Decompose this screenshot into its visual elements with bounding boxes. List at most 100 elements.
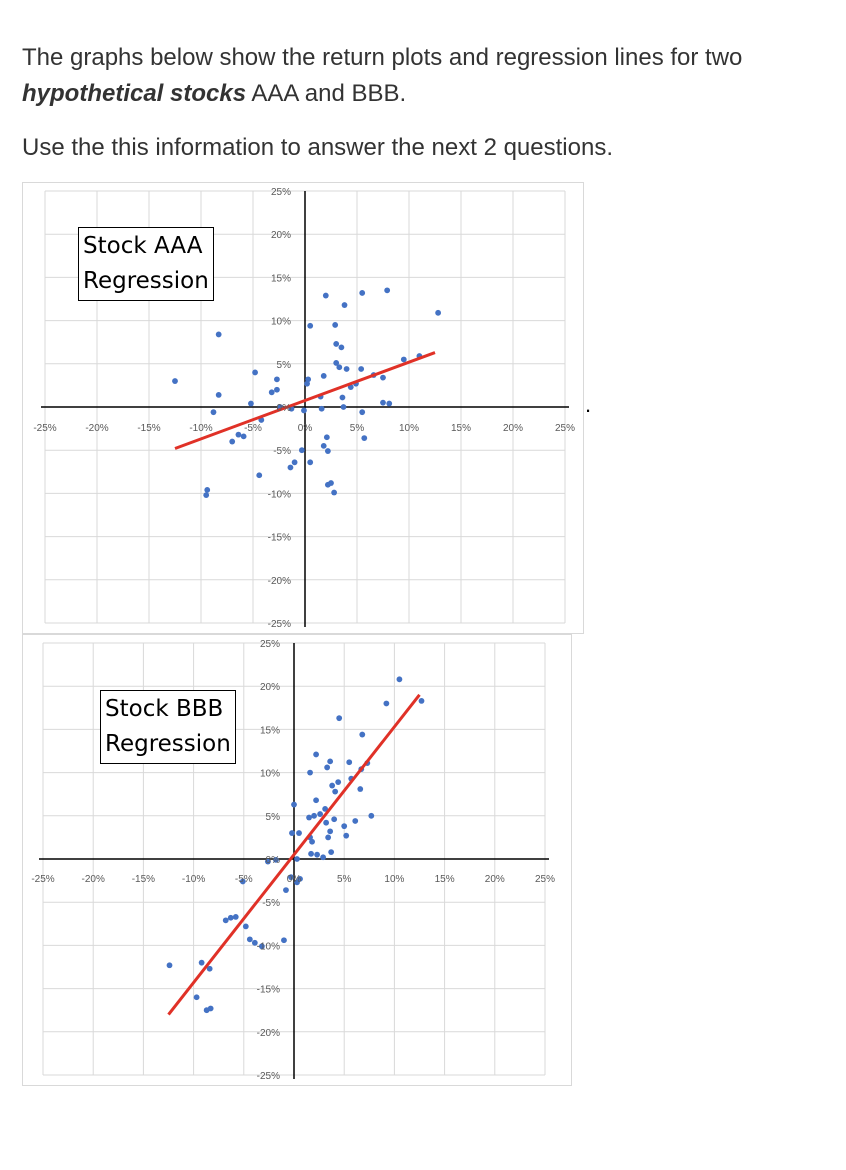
aaa-data-point	[338, 344, 345, 351]
aaa-data-point	[331, 489, 338, 496]
bbb-data-point	[306, 814, 312, 821]
aaa-data-point	[291, 459, 298, 466]
bbb-x-tick-label: 15%	[435, 874, 455, 885]
bbb-data-point	[368, 812, 375, 819]
bbb-data-point	[341, 823, 348, 830]
aaa-x-tick-label: 10%	[399, 423, 419, 434]
bbb-data-point	[357, 786, 364, 792]
stock-aaa-plot: -25% -20% -15% -10% -5% 0% 5% 10% 15% 20% 25% 25% 20…	[33, 187, 575, 630]
aaa-data-point	[215, 331, 222, 338]
bbb-data-point	[418, 697, 425, 704]
aaa-x-tick-label: 5%	[350, 423, 365, 434]
aaa-y-tick-label: -25%	[268, 619, 291, 630]
stock-bbb-plot: -25% -20% -15% -10% -5% 0% 5% 10% 15% 20% 25% 25% 20…	[31, 639, 555, 1082]
aaa-regression-line	[174, 351, 436, 450]
aaa-data-point	[252, 369, 258, 376]
bbb-data-point	[325, 834, 332, 841]
bbb-x-tick-label: 10%	[384, 874, 404, 885]
aaa-data-point	[203, 492, 210, 499]
bbb-y-tick-label: 20%	[260, 682, 280, 693]
bbb-x-tick-label: 0%	[287, 874, 302, 885]
bbb-y-tick-label: 10%	[260, 769, 280, 780]
bbb-data-point	[308, 850, 314, 857]
intro-line-2: Use the this information to answer the n…	[22, 134, 613, 161]
aaa-data-point	[336, 364, 343, 371]
aaa-y-tick-label: -10%	[268, 489, 291, 500]
bbb-y-tick-label: -5%	[262, 898, 280, 909]
bbb-x-tick-label: 20%	[485, 874, 505, 885]
bbb-data-point	[227, 914, 234, 921]
intro-text: The graphs below show the return plots a…	[22, 40, 822, 166]
aaa-x-tick-label: -25%	[33, 423, 56, 434]
aaa-data-point	[435, 309, 442, 316]
aaa-x-tick-label: -15%	[137, 423, 160, 434]
bbb-data-point	[317, 811, 324, 817]
aaa-data-point	[229, 438, 236, 445]
stock-aaa-chart-title: Stock AAA Regression	[78, 227, 214, 301]
aaa-points	[172, 287, 442, 499]
intro-line-1: The graphs below show the return plots a…	[22, 40, 822, 112]
bbb-data-point	[198, 959, 205, 966]
aaa-y-tick-label: -5%	[273, 446, 291, 457]
aaa-data-point	[204, 487, 211, 493]
aaa-x-tick-label: -10%	[189, 423, 212, 434]
aaa-x-tick-label: -20%	[85, 423, 108, 434]
bbb-data-point	[359, 731, 366, 738]
bbb-data-point	[352, 818, 359, 824]
bbb-y-tick-label: 5%	[266, 812, 281, 823]
bbb-data-point	[193, 994, 200, 1001]
aaa-data-point	[215, 392, 222, 398]
aaa-data-point	[320, 372, 327, 379]
aaa-data-point	[268, 389, 275, 396]
intro-line-1-start: The graphs below show the return plots a…	[22, 44, 743, 71]
bbb-data-point	[322, 805, 329, 812]
bbb-data-point	[324, 764, 331, 771]
bbb-data-point	[320, 854, 327, 861]
bbb-data-point	[289, 830, 295, 836]
stock-bbb-chart-title: Stock BBB Regression	[100, 690, 236, 764]
bbb-y-tick-label: 15%	[260, 725, 280, 736]
bbb-data-point	[258, 943, 265, 950]
stock-aaa-chart: -25% -20% -15% -10% -5% 0% 5% 10% 15% 20% 25% 25% 20…	[22, 182, 584, 634]
aaa-data-point	[248, 400, 254, 407]
aaa-data-point	[384, 287, 391, 294]
bbb-data-point	[246, 936, 253, 943]
bbb-x-tick-label: 25%	[535, 874, 555, 885]
bbb-x-tick-label: 5%	[337, 874, 352, 885]
bbb-data-point	[222, 917, 229, 924]
aaa-data-point	[333, 360, 340, 366]
bbb-data-point	[343, 832, 350, 839]
aaa-data-point	[386, 400, 393, 407]
bbb-x-tick-label: -15%	[132, 874, 155, 885]
aaa-data-point	[307, 322, 314, 329]
aaa-data-point	[361, 435, 368, 442]
aaa-data-point	[287, 464, 294, 471]
aaa-data-point	[307, 459, 314, 466]
bbb-data-point	[383, 700, 390, 707]
bbb-data-point	[206, 965, 213, 972]
bbb-data-point	[273, 856, 279, 863]
aaa-data-point	[318, 405, 325, 412]
aaa-x-tick-label: 20%	[503, 423, 523, 434]
aaa-data-point	[359, 409, 366, 416]
bbb-data-point	[323, 819, 330, 826]
bbb-data-point	[336, 715, 343, 722]
bbb-x-tick-label: -20%	[82, 874, 105, 885]
bbb-data-point	[232, 913, 239, 920]
bbb-data-point	[207, 1005, 214, 1012]
aaa-data-point	[210, 409, 217, 416]
aaa-data-point	[341, 302, 348, 308]
aaa-data-point	[358, 366, 365, 372]
aaa-data-point	[332, 322, 339, 328]
bbb-data-point	[328, 849, 335, 855]
bbb-x-tick-label: -5%	[235, 874, 253, 885]
aaa-data-point	[380, 399, 386, 406]
bbb-y-tick-label: -20%	[257, 1028, 280, 1039]
bbb-x-tick-label: -10%	[182, 874, 205, 885]
aaa-x-tick-label: 0%	[298, 423, 313, 434]
aaa-y-tick-label: 25%	[271, 187, 291, 198]
stock-bbb-title-line-1: Stock BBB	[105, 696, 224, 722]
stock-aaa-title-line-2: Regression	[83, 268, 209, 294]
bbb-data-point	[307, 769, 313, 776]
aaa-y-tick-label: 10%	[271, 317, 291, 328]
